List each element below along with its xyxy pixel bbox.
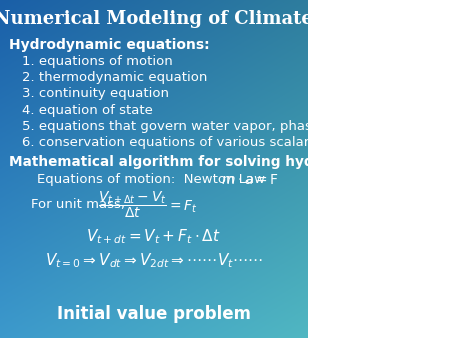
Text: Mathematical algorithm for solving hydrodynamic equations: Mathematical algorithm for solving hydro…: [9, 155, 450, 169]
Text: 4. equation of state: 4. equation of state: [22, 104, 153, 117]
Text: Equations of motion:  Newton Law: Equations of motion: Newton Law: [37, 173, 265, 186]
Text: $\dfrac{V_{t+\Delta t}-V_{t}}{\Delta t} = F_{t}$: $\dfrac{V_{t+\Delta t}-V_{t}}{\Delta t} …: [98, 189, 198, 220]
Text: 1. equations of motion: 1. equations of motion: [22, 55, 172, 68]
Text: For unit mass,: For unit mass,: [31, 198, 125, 211]
Text: $V_{t=0} \Rightarrow V_{dt} \Rightarrow V_{2dt} \Rightarrow \cdots\cdots V_{t}\c: $V_{t=0} \Rightarrow V_{dt} \Rightarrow …: [45, 251, 263, 270]
Text: Hydrodynamic equations:: Hydrodynamic equations:: [9, 38, 210, 52]
Text: 3. continuity equation: 3. continuity equation: [22, 88, 168, 100]
Text: Numerical Modeling of Climate: Numerical Modeling of Climate: [0, 9, 313, 28]
Text: $m \cdot a = \mathrm{F}$: $m \cdot a = \mathrm{F}$: [221, 173, 279, 187]
Text: 2. thermodynamic equation: 2. thermodynamic equation: [22, 71, 207, 84]
Text: 6. conservation equations of various scalars: 6. conservation equations of various sca…: [22, 136, 315, 149]
Text: $V_{t+dt} = V_{t} + F_{t} \cdot \Delta t$: $V_{t+dt} = V_{t} + F_{t} \cdot \Delta t…: [86, 227, 221, 246]
Text: 5. equations that govern water vapor, phase change, and latent heat.: 5. equations that govern water vapor, ph…: [22, 120, 450, 133]
Text: Initial value problem: Initial value problem: [57, 305, 251, 323]
